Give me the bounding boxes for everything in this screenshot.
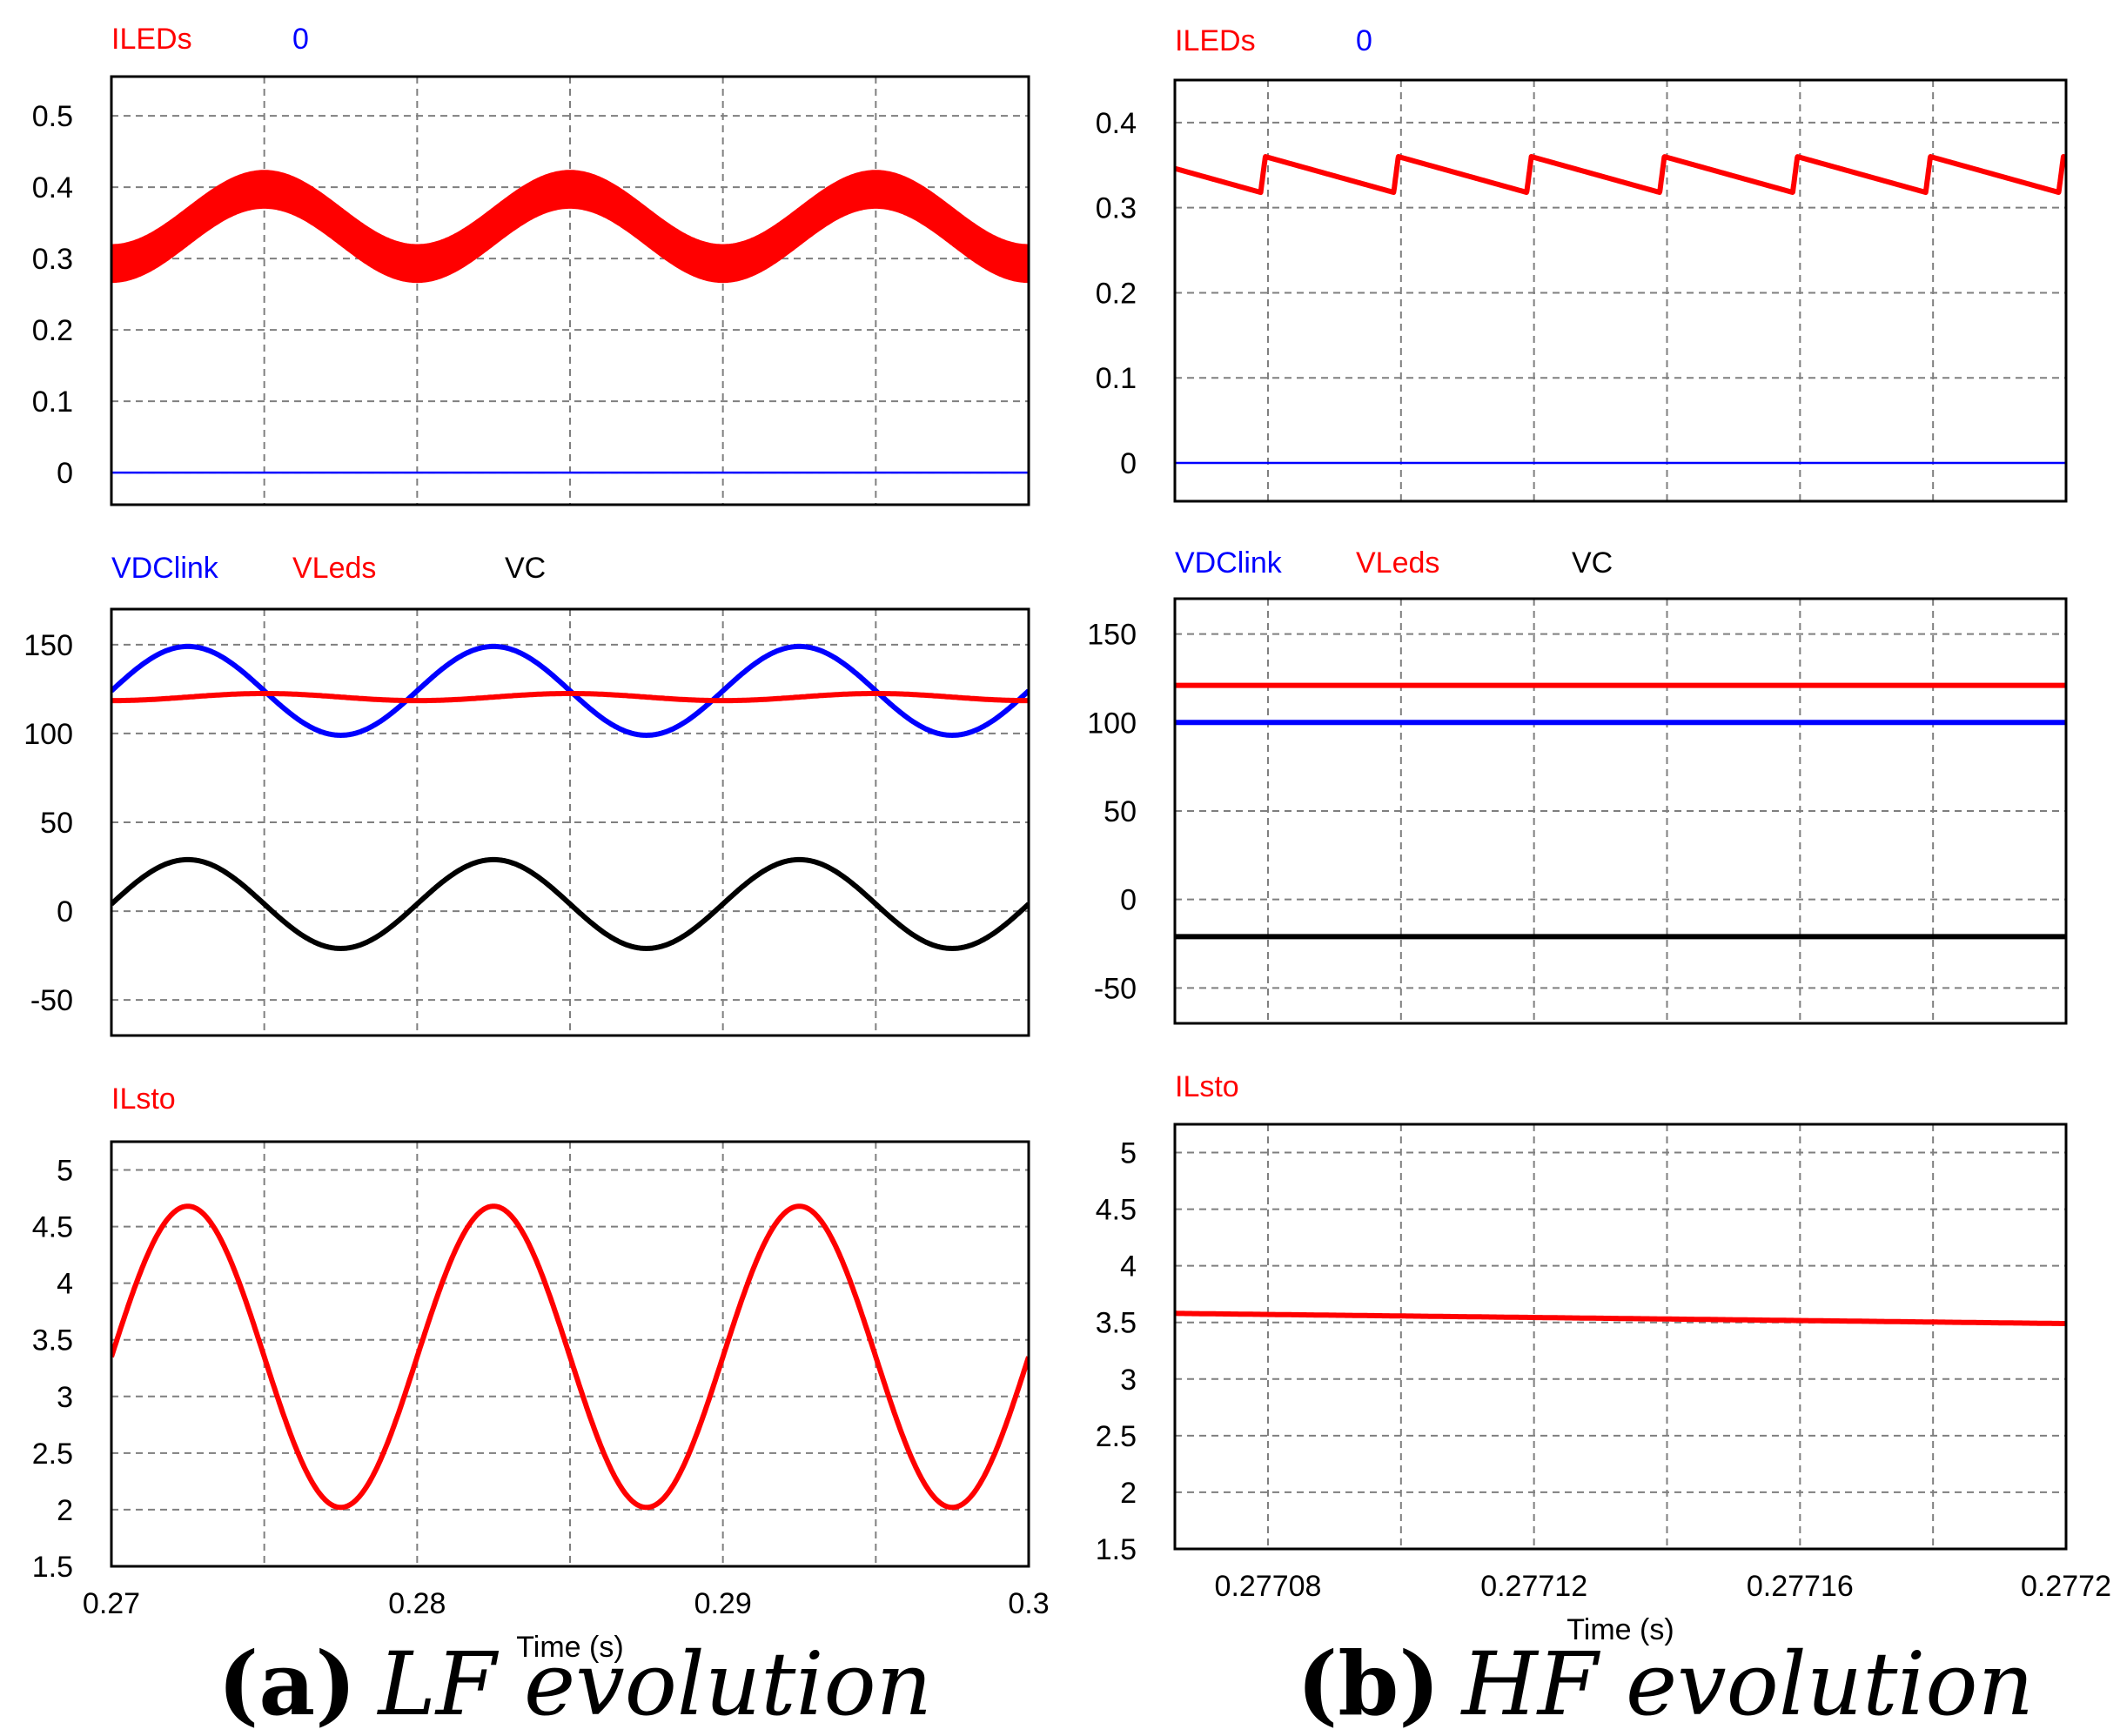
ytick-label: -50	[1094, 972, 1137, 1005]
ytick-label: 2.5	[32, 1438, 73, 1471]
ytick-label: 0	[1120, 884, 1137, 917]
plot-frame	[1173, 78, 2068, 503]
series-vdclink	[111, 643, 1029, 738]
ytick-label: 2	[57, 1494, 73, 1527]
plot-frame	[1173, 597, 2068, 1025]
ytick-label: 2	[1120, 1477, 1137, 1510]
legend-vleds: VLeds	[1356, 546, 1439, 580]
ytick-label: 0.1	[1096, 362, 1137, 395]
ytick-label: 4	[1120, 1250, 1137, 1284]
chart-a2: -50 0 50 100 150 VDClink VLeds VC	[23, 552, 1030, 1037]
ytick-label: 0.5	[32, 100, 73, 133]
xtick-label: 0.2772	[2021, 1570, 2111, 1603]
xtick-label: 0.27712	[1480, 1570, 1587, 1603]
series-group	[111, 643, 1029, 951]
series-group	[1175, 1310, 2066, 1326]
legend-vc: VC	[1572, 546, 1613, 580]
ytick-label: 150	[23, 629, 73, 662]
ytick-label: 100	[23, 718, 73, 751]
ytick-label: 0.3	[1096, 192, 1137, 225]
xtick-label: 0.27708	[1215, 1570, 1322, 1603]
xtick-label: 0.27	[83, 1587, 140, 1620]
plot-frame	[110, 75, 1030, 506]
ytick-label: 4	[57, 1268, 73, 1301]
ytick-label: 4.5	[32, 1211, 73, 1244]
ytick-label: 3	[57, 1381, 73, 1414]
series-vc	[111, 856, 1029, 951]
series-group	[1175, 154, 2066, 465]
legend-0: 0	[1356, 24, 1372, 57]
plot-frame	[110, 1140, 1030, 1568]
x-axis-label: Time (s)	[1567, 1613, 1674, 1646]
ytick-label: 0.4	[1096, 107, 1137, 140]
caption-a-label: (a)	[218, 1632, 357, 1735]
ytick-label: 3.5	[1096, 1307, 1137, 1340]
chart-a1: 0 0.1 0.2 0.3 0.4 0.5 ILEDs 0	[32, 23, 1030, 506]
ytick-label: 0.3	[32, 243, 73, 276]
ytick-label: 1.5	[1096, 1533, 1137, 1566]
legend-ilsto: ILsto	[111, 1082, 176, 1116]
xtick-label: 0.3	[1008, 1587, 1049, 1620]
x-axis-label: Time (s)	[516, 1631, 623, 1664]
series-ileds-band	[111, 170, 1029, 284]
series-ilsto	[111, 1203, 1029, 1511]
xtick-label: 0.28	[388, 1587, 446, 1620]
plot-frame	[110, 607, 1030, 1037]
ytick-label: 0	[1120, 447, 1137, 480]
series-group	[111, 170, 1029, 474]
series-group	[1175, 682, 2066, 940]
ytick-label: 150	[1087, 619, 1137, 652]
ytick-label: 5	[57, 1155, 73, 1188]
ytick-label: 0	[57, 895, 73, 928]
ytick-label: 100	[1087, 707, 1137, 740]
ytick-label: 0.2	[1096, 277, 1137, 310]
ytick-label: 50	[40, 807, 73, 840]
caption-b-label: (b)	[1297, 1632, 1440, 1735]
ytick-label: 5	[1120, 1137, 1137, 1170]
xtick-label: 0.27716	[1747, 1570, 1854, 1603]
series-vleds	[111, 691, 1029, 704]
legend-vdclink: VDClink	[1175, 546, 1283, 580]
caption-a-text: LF evolution	[378, 1633, 933, 1735]
ytick-label: -50	[30, 984, 73, 1017]
caption-a: (a) LF evolution	[218, 1633, 933, 1735]
legend-vleds: VLeds	[292, 552, 376, 585]
legend-vdclink: VDClink	[111, 552, 219, 585]
ytick-label: 1.5	[32, 1551, 73, 1584]
caption-b: (b) HF evolution	[1297, 1633, 2034, 1735]
legend-ilsto: ILsto	[1175, 1070, 1239, 1103]
legend-vc: VC	[505, 552, 546, 585]
legend-0: 0	[292, 23, 309, 56]
ytick-label: 3.5	[32, 1324, 73, 1357]
series-group	[111, 1203, 1029, 1511]
xtick-label: 0.29	[694, 1587, 752, 1620]
ytick-label: 50	[1104, 795, 1137, 828]
ytick-label: 0.1	[32, 385, 73, 419]
chart-b2: -50 0 50 100 150 VDClink VLeds VC	[1087, 546, 2068, 1025]
legend-ileds: ILEDs	[1175, 24, 1256, 57]
ytick-label: 4.5	[1096, 1194, 1137, 1227]
caption-b-text: HF evolution	[1461, 1633, 2034, 1735]
chart-a3: 1.5 2 2.5 3 3.5 4 4.5 5 0.27 0.28 0.29 0.3 Time (s) I…	[32, 1082, 1050, 1664]
legend-ileds: ILEDs	[111, 23, 192, 56]
ytick-label: 0.4	[32, 171, 73, 204]
plot-frame	[1173, 1123, 2068, 1551]
chart-b1: 0 0.1 0.2 0.3 0.4 ILEDs 0	[1096, 24, 2068, 503]
ytick-label: 0.2	[32, 314, 73, 347]
series-ilsto	[1175, 1310, 2066, 1326]
chart-b3: 1.5 2 2.5 3 3.5 4 4.5 5 0.27708 0.27712 0.27716 0.2…	[1096, 1070, 2111, 1646]
ytick-label: 2.5	[1096, 1420, 1137, 1453]
ytick-label: 0	[57, 457, 73, 490]
series-ileds	[1175, 154, 2066, 196]
ytick-label: 3	[1120, 1364, 1137, 1397]
